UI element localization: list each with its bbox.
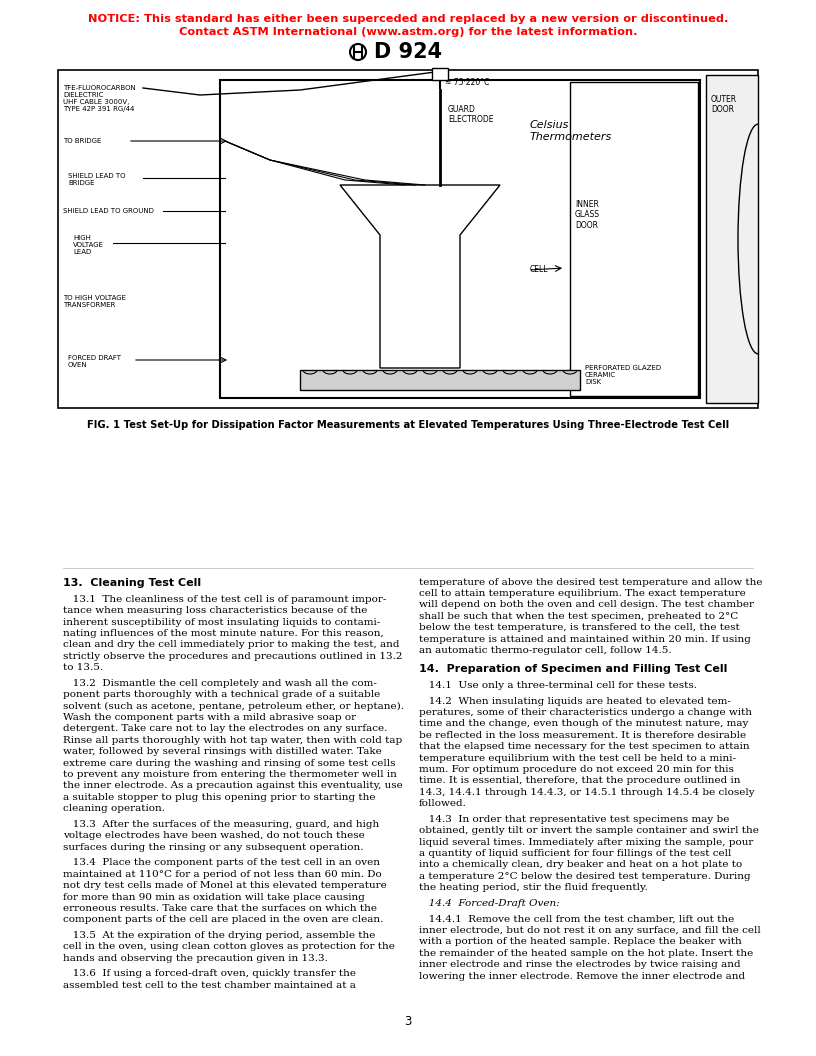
Text: time and the change, even though of the minutest nature, may: time and the change, even though of the … — [419, 719, 748, 729]
Text: temperature equilibrium with the test cell be held to a mini-: temperature equilibrium with the test ce… — [419, 754, 735, 762]
Text: NOTICE: This standard has either been superceded and replaced by a new version o: NOTICE: This standard has either been su… — [88, 14, 728, 24]
Text: HIGH
VOLTAGE
LEAD: HIGH VOLTAGE LEAD — [73, 235, 104, 254]
Text: clean and dry the cell immediately prior to making the test, and: clean and dry the cell immediately prior… — [63, 640, 399, 649]
Text: Contact ASTM International (www.astm.org) for the latest information.: Contact ASTM International (www.astm.org… — [179, 27, 637, 37]
Bar — [706, 75, 758, 403]
Text: inherent susceptibility of most insulating liquids to contami-: inherent susceptibility of most insulati… — [63, 618, 380, 626]
Text: Wash the component parts with a mild abrasive soap or: Wash the component parts with a mild abr… — [63, 713, 356, 722]
Text: temperature of above the desired test temperature and allow the: temperature of above the desired test te… — [419, 578, 762, 587]
Text: detergent. Take care not to lay the electrodes on any surface.: detergent. Take care not to lay the elec… — [63, 724, 388, 734]
Text: a quantity of liquid sufficient for four fillings of the test cell: a quantity of liquid sufficient for four… — [419, 849, 731, 859]
Text: ≈ 90·110°C: ≈ 90·110°C — [365, 205, 410, 214]
Text: 13.6  If using a forced-draft oven, quickly transfer the: 13.6 If using a forced-draft oven, quick… — [63, 969, 356, 979]
Text: nating influences of the most minute nature. For this reason,: nating influences of the most minute nat… — [63, 629, 384, 638]
Text: erroneous results. Take care that the surfaces on which the: erroneous results. Take care that the su… — [63, 904, 377, 913]
Text: 13.3  After the surfaces of the measuring, guard, and high: 13.3 After the surfaces of the measuring… — [63, 819, 379, 829]
Text: 14.  Preparation of Specimen and Filling Test Cell: 14. Preparation of Specimen and Filling … — [419, 664, 727, 674]
Text: FORCED DRAFT
OVEN: FORCED DRAFT OVEN — [68, 355, 121, 367]
Text: into a chemically clean, dry beaker and heat on a hot plate to: into a chemically clean, dry beaker and … — [419, 861, 742, 869]
Text: followed.: followed. — [419, 799, 467, 808]
Bar — [300, 370, 580, 390]
Text: ≈ 75·220°C: ≈ 75·220°C — [445, 78, 490, 87]
Text: Rinse all parts thoroughly with hot tap water, then with cold tap: Rinse all parts thoroughly with hot tap … — [63, 736, 402, 744]
Text: SHIELD LEAD TO
BRIDGE: SHIELD LEAD TO BRIDGE — [68, 173, 126, 186]
Text: the inner electrode. As a precaution against this eventuality, use: the inner electrode. As a precaution aga… — [63, 781, 402, 791]
Text: component parts of the cell are placed in the oven are clean.: component parts of the cell are placed i… — [63, 916, 384, 924]
Text: time. It is essential, therefore, that the procedure outlined in: time. It is essential, therefore, that t… — [419, 776, 740, 786]
Text: 14.4  Forced-Draft Oven:: 14.4 Forced-Draft Oven: — [419, 899, 559, 908]
Text: TO BRIDGE: TO BRIDGE — [63, 138, 101, 144]
Text: surfaces during the rinsing or any subsequent operation.: surfaces during the rinsing or any subse… — [63, 843, 363, 852]
Text: 14.4.1  Remove the cell from the test chamber, lift out the: 14.4.1 Remove the cell from the test cha… — [419, 914, 734, 924]
Text: TFE-FLUOROCARBON
DIELECTRIC
UHF CABLE 3000V,
TYPE 42P 391 RG/44: TFE-FLUOROCARBON DIELECTRIC UHF CABLE 30… — [63, 84, 135, 112]
Polygon shape — [340, 185, 500, 367]
Text: to 13.5.: to 13.5. — [63, 663, 103, 673]
Text: cleaning operation.: cleaning operation. — [63, 805, 165, 813]
Text: voltage electrodes have been washed, do not touch these: voltage electrodes have been washed, do … — [63, 831, 365, 841]
Text: SHIELD LEAD TO GROUND: SHIELD LEAD TO GROUND — [63, 208, 154, 214]
Text: strictly observe the procedures and precautions outlined in 13.2: strictly observe the procedures and prec… — [63, 652, 402, 661]
Text: extreme care during the washing and rinsing of some test cells: extreme care during the washing and rins… — [63, 758, 395, 768]
Text: Celsius
Thermometers: Celsius Thermometers — [530, 120, 612, 142]
Text: inner electrode, but do not rest it on any surface, and fill the cell: inner electrode, but do not rest it on a… — [419, 926, 761, 935]
Text: 14.1  Use only a three-terminal cell for these tests.: 14.1 Use only a three-terminal cell for … — [419, 681, 697, 690]
Text: 14.3  In order that representative test specimens may be: 14.3 In order that representative test s… — [419, 815, 729, 824]
Text: CELL: CELL — [530, 265, 548, 274]
Text: below the test temperature, is transfered to the cell, the test: below the test temperature, is transfere… — [419, 623, 739, 633]
Text: inner electrode and rinse the electrodes by twice raising and: inner electrode and rinse the electrodes… — [419, 960, 740, 969]
Bar — [58, 70, 758, 408]
Text: temperature is attained and maintained within 20 min. If using: temperature is attained and maintained w… — [419, 635, 751, 644]
Text: will depend on both the oven and cell design. The test chamber: will depend on both the oven and cell de… — [419, 601, 754, 609]
Text: solvent (such as acetone, pentane, petroleum ether, or heptane).: solvent (such as acetone, pentane, petro… — [63, 701, 404, 711]
Text: 13.  Cleaning Test Cell: 13. Cleaning Test Cell — [63, 578, 201, 587]
Bar — [220, 80, 700, 398]
Text: with a portion of the heated sample. Replace the beaker with: with a portion of the heated sample. Rep… — [419, 938, 742, 946]
Text: GUARD
ELECTRODE: GUARD ELECTRODE — [448, 105, 494, 125]
Text: INNER
GLASS
DOOR: INNER GLASS DOOR — [575, 200, 600, 230]
Text: 14.3, 14.4.1 through 14.4.3, or 14.5.1 through 14.5.4 be closely: 14.3, 14.4.1 through 14.4.3, or 14.5.1 t… — [419, 788, 754, 797]
Text: ponent parts thoroughly with a technical grade of a suitable: ponent parts thoroughly with a technical… — [63, 691, 380, 699]
Text: tance when measuring loss characteristics because of the: tance when measuring loss characteristic… — [63, 606, 367, 616]
Text: the heating period, stir the fluid frequently.: the heating period, stir the fluid frequ… — [419, 883, 647, 892]
Text: peratures, some of their characteristics undergo a change with: peratures, some of their characteristics… — [419, 708, 752, 717]
Text: to prevent any moisture from entering the thermometer well in: to prevent any moisture from entering th… — [63, 770, 397, 779]
Text: that the elapsed time necessary for the test specimen to attain: that the elapsed time necessary for the … — [419, 742, 749, 751]
Text: the remainder of the heated sample on the hot plate. Insert the: the remainder of the heated sample on th… — [419, 948, 753, 958]
Bar — [570, 82, 698, 396]
Text: 13.2  Dismantle the cell completely and wash all the com-: 13.2 Dismantle the cell completely and w… — [63, 679, 377, 687]
Text: shall be such that when the test specimen, preheated to 2°C: shall be such that when the test specime… — [419, 611, 738, 621]
Text: cell to attain temperature equilibrium. The exact temperature: cell to attain temperature equilibrium. … — [419, 589, 745, 598]
Text: 3: 3 — [404, 1015, 412, 1027]
Text: assembled test cell to the test chamber maintained at a: assembled test cell to the test chamber … — [63, 981, 356, 989]
Text: TO HIGH VOLTAGE
TRANSFORMER: TO HIGH VOLTAGE TRANSFORMER — [63, 295, 126, 308]
Text: a suitable stopper to plug this opening prior to starting the: a suitable stopper to plug this opening … — [63, 793, 375, 802]
Text: 13.1  The cleanliness of the test cell is of paramount impor-: 13.1 The cleanliness of the test cell is… — [63, 595, 386, 604]
Text: maintained at 110°C for a period of not less than 60 min. Do: maintained at 110°C for a period of not … — [63, 870, 382, 879]
Text: hands and observing the precaution given in 13.3.: hands and observing the precaution given… — [63, 954, 328, 963]
Text: liquid several times. Immediately after mixing the sample, pour: liquid several times. Immediately after … — [419, 837, 753, 847]
Text: OUTER
DOOR: OUTER DOOR — [711, 95, 737, 114]
Text: 14.2  When insulating liquids are heated to elevated tem-: 14.2 When insulating liquids are heated … — [419, 697, 730, 705]
Text: D 924: D 924 — [374, 42, 442, 62]
Text: FIG. 1 Test Set-Up for Dissipation Factor Measurements at Elevated Temperatures : FIG. 1 Test Set-Up for Dissipation Facto… — [87, 420, 729, 430]
Text: be reflected in the loss measurement. It is therefore desirable: be reflected in the loss measurement. It… — [419, 731, 746, 740]
Text: an automatic thermo-regulator cell, follow 14.5.: an automatic thermo-regulator cell, foll… — [419, 646, 672, 655]
Text: PERFORATED GLAZED
CERAMIC
DISK: PERFORATED GLAZED CERAMIC DISK — [585, 365, 661, 385]
Text: 13.4  Place the component parts of the test cell in an oven: 13.4 Place the component parts of the te… — [63, 859, 379, 867]
Text: mum. For optimum procedure do not exceed 20 min for this: mum. For optimum procedure do not exceed… — [419, 765, 734, 774]
Text: for more than 90 min as oxidation will take place causing: for more than 90 min as oxidation will t… — [63, 892, 365, 902]
Text: a temperature 2°C below the desired test temperature. During: a temperature 2°C below the desired test… — [419, 872, 750, 881]
Text: cell in the oven, using clean cotton gloves as protection for the: cell in the oven, using clean cotton glo… — [63, 942, 395, 951]
Bar — [432, 68, 448, 80]
Text: lowering the inner electrode. Remove the inner electrode and: lowering the inner electrode. Remove the… — [419, 972, 745, 981]
Text: 13.5  At the expiration of the drying period, assemble the: 13.5 At the expiration of the drying per… — [63, 931, 375, 940]
Text: water, followed by several rinsings with distilled water. Take: water, followed by several rinsings with… — [63, 748, 382, 756]
Text: obtained, gently tilt or invert the sample container and swirl the: obtained, gently tilt or invert the samp… — [419, 826, 759, 835]
Text: not dry test cells made of Monel at this elevated temperature: not dry test cells made of Monel at this… — [63, 881, 387, 890]
